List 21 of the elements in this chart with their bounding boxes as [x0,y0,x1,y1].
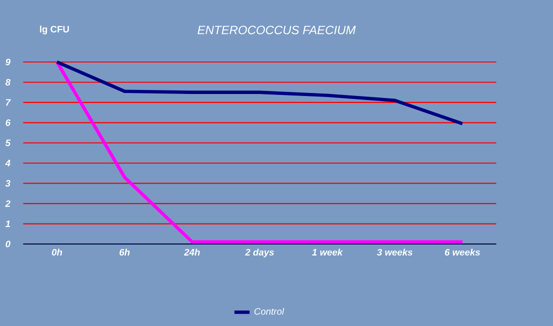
y-tick-label: 4 [5,160,10,166]
x-tick-label: 6 weeks [444,248,480,256]
y-axis-title: lg CFU [40,26,69,34]
chart-title: ENTEROCOCCUS FAECIUM [198,26,356,34]
y-tick-label: 2 [5,200,10,207]
legend-label: Control [254,308,284,315]
x-tick-label: 1 week [312,248,343,256]
x-tick-label: 0h [52,248,62,256]
y-tick-label: 6 [6,119,11,126]
y-tick-label: 5 [5,140,11,146]
x-tick-label: 6h [120,248,130,256]
y-tick-label: 7 [6,99,11,106]
y-tick-label: 8 [5,78,10,86]
y-tick-label: 3 [5,180,10,187]
y-tick-label: 1 [5,220,10,227]
x-tick-label: 3 weeks [377,248,412,256]
y-tick-label: 9 [6,58,10,66]
x-tick-label: 24h [184,248,200,256]
line-series [55,60,464,126]
x-tick-label: 2 days [245,248,274,258]
y-tick-label: 0 [6,240,10,248]
